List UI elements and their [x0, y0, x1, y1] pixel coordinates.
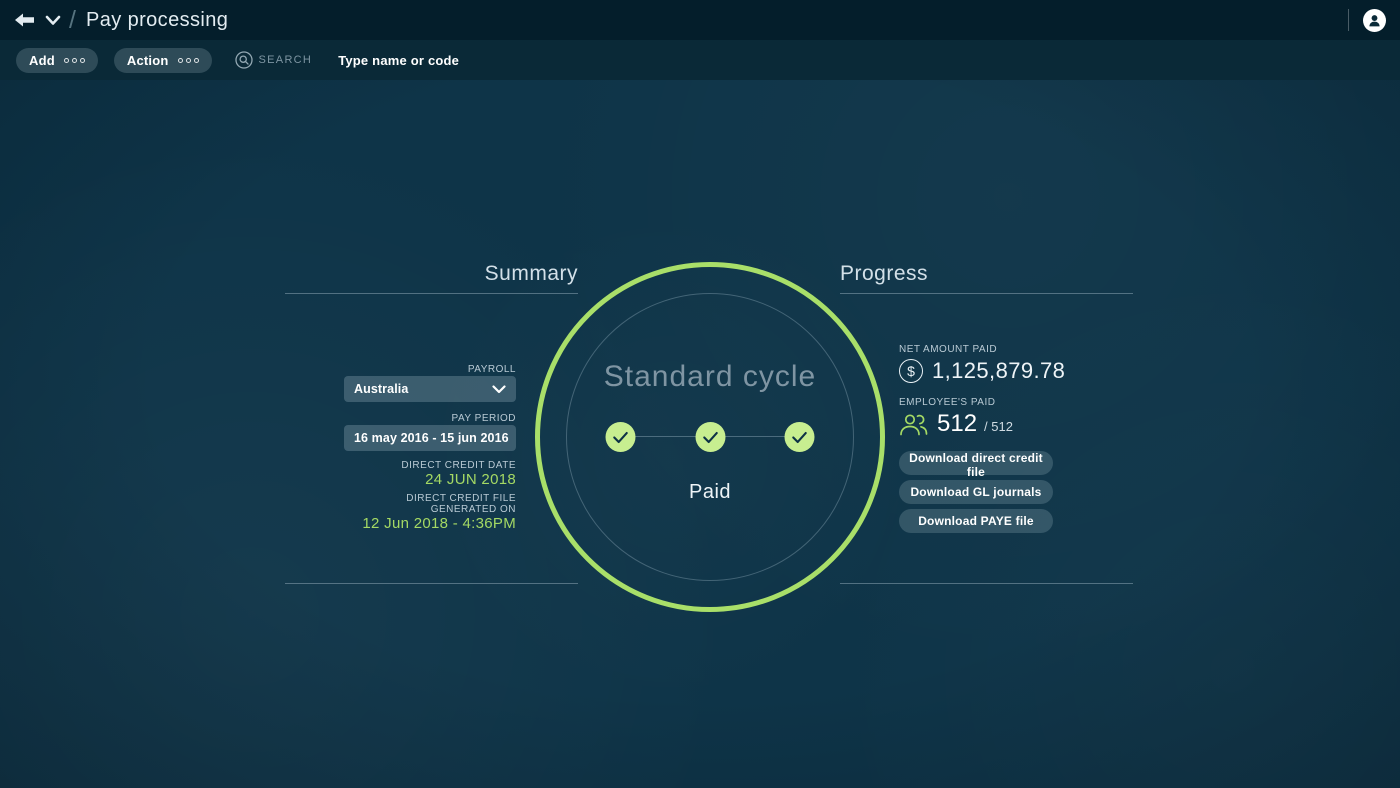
net-amount-value: 1,125,879.78	[932, 358, 1066, 383]
more-options-dots-icon	[177, 57, 199, 63]
cycle-steps	[605, 422, 815, 452]
pay-period-dropdown[interactable]: 16 may 2016 - 15 jun 2016	[344, 425, 516, 451]
topbar-right	[1348, 8, 1386, 32]
summary-section: Summary PAYROLL Australia PAY PERIOD 16 …	[285, 260, 578, 586]
check-icon	[613, 431, 628, 443]
search-box[interactable]: SEARCH Type name or code	[234, 51, 460, 69]
search-label: SEARCH	[258, 54, 313, 66]
payroll-dropdown-value: Australia	[354, 382, 409, 396]
user-avatar-button[interactable]	[1363, 8, 1386, 32]
more-options-dots-icon	[63, 57, 85, 63]
arrow-left-icon	[15, 13, 34, 27]
cycle-outer-ring	[535, 262, 885, 612]
breadcrumb: / Pay processing	[14, 6, 228, 35]
pay-period-label: PAY PERIOD	[451, 413, 516, 424]
top-bar: / Pay processing	[0, 0, 1400, 40]
chevron-down-icon	[45, 15, 61, 25]
step-complete-check	[784, 422, 815, 452]
download-paye-file-button[interactable]: Download PAYE file	[899, 509, 1053, 533]
step-complete-check	[695, 422, 725, 452]
progress-bottom-rule	[840, 583, 1133, 584]
summary-top-rule	[285, 293, 578, 294]
summary-bottom-rule	[285, 583, 578, 584]
cycle-ring: Standard cycle Paid	[535, 262, 885, 612]
people-icon	[900, 413, 928, 435]
breadcrumb-separator: /	[69, 5, 76, 34]
net-amount-label: NET AMOUNT PAID	[899, 344, 998, 355]
payroll-dropdown[interactable]: Australia	[344, 376, 516, 402]
direct-credit-date-label: DIRECT CREDIT DATE	[401, 460, 516, 471]
chevron-down-icon	[492, 384, 506, 393]
employees-paid-count: 512	[937, 410, 978, 437]
action-button-label: Action	[126, 52, 169, 68]
page-title: Pay processing	[85, 8, 229, 31]
progress-top-rule	[840, 293, 1133, 294]
action-button[interactable]: Action	[113, 47, 212, 73]
progress-section: Progress NET AMOUNT PAID $ 1,125,879.78 …	[840, 260, 1133, 586]
summary-title: Summary	[484, 262, 578, 285]
check-icon	[702, 431, 718, 443]
add-button-label: Add	[29, 52, 55, 68]
search-icon	[234, 51, 253, 69]
summary-form: PAYROLL Australia PAY PERIOD 16 may 2016…	[344, 364, 516, 532]
check-icon	[792, 431, 807, 443]
toolbar: Add Action SEARCH Type name or code	[0, 40, 1400, 80]
file-generated-label: DIRECT CREDIT FILE GENERATED ON	[406, 493, 516, 515]
cycle-inner-ring	[566, 293, 854, 581]
employees-total: / 512	[984, 419, 1013, 434]
net-amount-block: NET AMOUNT PAID $ 1,125,879.78	[899, 344, 1133, 384]
dollar-icon: $	[899, 359, 923, 383]
progress-title: Progress	[840, 262, 929, 285]
employees-label: EMPLOYEE'S PAID	[899, 397, 996, 408]
cycle-title: Standard cycle	[603, 360, 817, 393]
step-complete-check	[605, 422, 636, 452]
person-icon	[1369, 14, 1380, 26]
topbar-divider	[1348, 9, 1349, 31]
pay-period-dropdown-value: 16 may 2016 - 15 jun 2016	[354, 431, 509, 445]
download-direct-credit-file-button[interactable]: Download direct credit file	[899, 451, 1053, 479]
back-button[interactable]	[14, 12, 35, 28]
file-generated-value: 12 Jun 2018 - 4:36PM	[362, 515, 516, 532]
employees-block: EMPLOYEE'S PAID 512 / 512	[899, 397, 1133, 438]
cycle-status: Paid	[688, 481, 732, 503]
download-gl-journals-button[interactable]: Download GL journals	[899, 480, 1053, 504]
payroll-label: PAYROLL	[467, 364, 516, 375]
chevron-down-button[interactable]	[45, 15, 61, 26]
direct-credit-date-value: 24 JUN 2018	[425, 471, 516, 488]
progress-stats: NET AMOUNT PAID $ 1,125,879.78 EMPLOYEE'…	[899, 344, 1133, 538]
add-button[interactable]: Add	[16, 47, 98, 73]
search-input[interactable]: Type name or code	[338, 52, 460, 68]
